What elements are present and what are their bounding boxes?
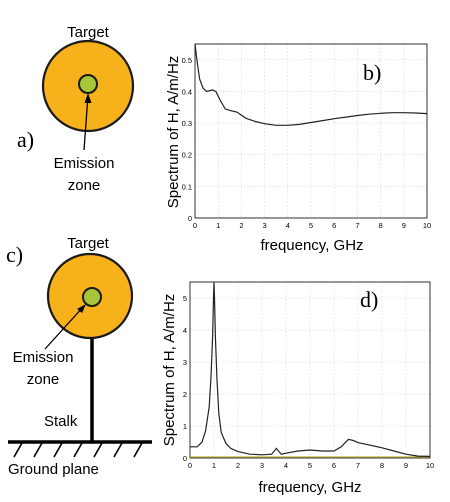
chart-b-ytick-label: 0 bbox=[188, 214, 192, 223]
chart-d-xtick-label: 6 bbox=[332, 461, 336, 470]
chart-d-ytick-label: 4 bbox=[183, 326, 187, 335]
chart-d-xtick-label: 4 bbox=[284, 461, 288, 470]
emission-arrowhead-top bbox=[84, 93, 92, 103]
chart-b-xtick-label: 10 bbox=[423, 221, 431, 230]
chart-b-xtick-label: 9 bbox=[402, 221, 406, 230]
chart-b-ytick-label: 0.2 bbox=[182, 151, 192, 160]
chart-d-xtick-label: 10 bbox=[426, 461, 434, 470]
emission-arrow-top bbox=[83, 95, 89, 151]
chart-b-ytick-label: 0.4 bbox=[182, 87, 192, 96]
chart-b-ylabel: Spectrum of H, A/m/Hz bbox=[165, 56, 182, 209]
chart-d-xtick-label: 0 bbox=[188, 461, 192, 470]
chart-b-ytick-label: 0.3 bbox=[182, 119, 192, 128]
chart-d-xtick-label: 8 bbox=[380, 461, 384, 470]
panel-label-a: a) bbox=[17, 127, 34, 152]
chart-d-yticks: 0 1 2 3 4 5 bbox=[183, 294, 187, 463]
panel-label-d: d) bbox=[360, 287, 378, 312]
chart-d: 0 1 2 3 4 5 6 7 8 9 10 0 1 2 3 4 5 d) frequency, GHz Sp… bbox=[161, 281, 434, 496]
stalk-label: Stalk bbox=[44, 413, 78, 430]
chart-b-ytick-label: 0.1 bbox=[182, 182, 192, 191]
chart-b-xtick-label: 7 bbox=[355, 221, 359, 230]
chart-d-frame bbox=[189, 281, 431, 459]
panel-c: Target c) Emission zone Stalk Ground pla… bbox=[6, 235, 152, 478]
chart-d-ylabel: Spectrum of H, A/m/Hz bbox=[161, 294, 178, 447]
chart-b-xtick-label: 8 bbox=[379, 221, 383, 230]
panel-label-b: b) bbox=[363, 60, 381, 85]
emission-label-bottom-2: zone bbox=[27, 371, 60, 388]
emission-zone-bottom bbox=[82, 287, 102, 307]
chart-d-xtick-label: 7 bbox=[356, 461, 360, 470]
target-label-bottom: Target bbox=[67, 235, 110, 252]
chart-d-xtick-label: 5 bbox=[308, 461, 312, 470]
chart-b: 0 1 2 3 4 5 6 7 8 9 10 0 0.1 0.2 0.3 0.4 0.5 b) frequen… bbox=[165, 43, 431, 254]
emission-zone-top bbox=[78, 74, 98, 94]
panel-label-c: c) bbox=[6, 242, 23, 267]
chart-d-ytick-label: 3 bbox=[183, 358, 187, 367]
target-label-top: Target bbox=[67, 24, 110, 41]
chart-d-ytick-label: 1 bbox=[183, 422, 187, 431]
chart-b-xticks: 0 1 2 3 4 5 6 7 8 9 10 bbox=[193, 221, 431, 230]
chart-b-frame bbox=[194, 43, 428, 219]
chart-d-xlabel: frequency, GHz bbox=[258, 479, 361, 496]
chart-b-yticks: 0 0.1 0.2 0.3 0.4 0.5 bbox=[182, 56, 192, 223]
chart-b-ytick-label: 0.5 bbox=[182, 56, 192, 65]
emission-label-top-1: Emission bbox=[54, 155, 115, 172]
chart-d-ytick-label: 2 bbox=[183, 390, 187, 399]
ground-plane-label: Ground plane bbox=[8, 461, 99, 478]
chart-b-xtick-label: 1 bbox=[216, 221, 220, 230]
chart-d-series-line bbox=[190, 281, 431, 457]
chart-b-xtick-label: 4 bbox=[286, 221, 290, 230]
panel-a: Target a) Emission zone bbox=[17, 24, 135, 194]
chart-b-series-line bbox=[194, 43, 428, 126]
chart-b-grid bbox=[194, 44, 428, 219]
chart-d-xtick-label: 1 bbox=[212, 461, 216, 470]
chart-d-xtick-label: 9 bbox=[404, 461, 408, 470]
chart-b-xtick-label: 3 bbox=[263, 221, 267, 230]
chart-b-xtick-label: 5 bbox=[309, 221, 313, 230]
emission-arrowhead-bottom bbox=[77, 304, 86, 313]
chart-d-ytick-label: 5 bbox=[183, 294, 187, 303]
emission-label-top-2: zone bbox=[68, 177, 101, 194]
chart-d-xtick-label: 2 bbox=[236, 461, 240, 470]
chart-d-ytick-label: 0 bbox=[183, 454, 187, 463]
emission-label-bottom-1: Emission bbox=[13, 349, 74, 366]
chart-b-xtick-label: 6 bbox=[332, 221, 336, 230]
ground-hatching bbox=[13, 442, 143, 458]
chart-b-xtick-label: 0 bbox=[193, 221, 197, 230]
chart-d-grid bbox=[189, 282, 431, 459]
emission-arrow-bottom bbox=[44, 305, 85, 350]
chart-b-xlabel: frequency, GHz bbox=[260, 237, 363, 254]
chart-d-xtick-label: 3 bbox=[260, 461, 264, 470]
chart-d-xticks: 0 1 2 3 4 5 6 7 8 9 10 bbox=[188, 461, 434, 470]
chart-b-xtick-label: 2 bbox=[239, 221, 243, 230]
